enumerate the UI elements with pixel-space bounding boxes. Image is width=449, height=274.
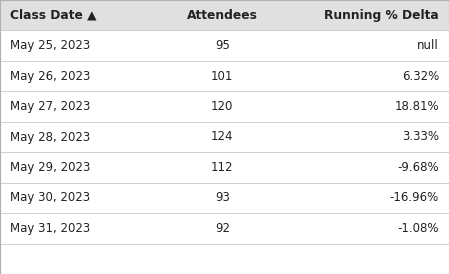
Bar [0,183,449,213]
Text: May 31, 2023: May 31, 2023 [10,222,90,235]
Bar [0,61,449,91]
Text: 112: 112 [211,161,233,174]
Text: 101: 101 [211,70,233,83]
Text: Class Date ▲: Class Date ▲ [10,9,97,22]
Text: 120: 120 [211,100,233,113]
Bar [0,122,449,152]
Bar [0,213,449,244]
Text: -9.68%: -9.68% [397,161,439,174]
Text: -16.96%: -16.96% [390,191,439,204]
Text: 93: 93 [215,191,230,204]
Bar [0,91,449,122]
Bar [0,30,449,61]
Text: 18.81%: 18.81% [395,100,439,113]
Text: -1.08%: -1.08% [398,222,439,235]
Text: 6.32%: 6.32% [402,70,439,83]
Text: 3.33%: 3.33% [402,130,439,144]
Text: May 30, 2023: May 30, 2023 [10,191,90,204]
Text: May 29, 2023: May 29, 2023 [10,161,90,174]
Text: Attendees: Attendees [187,9,258,22]
Text: May 27, 2023: May 27, 2023 [10,100,90,113]
Bar [0,152,449,183]
Text: 124: 124 [211,130,233,144]
Text: May 28, 2023: May 28, 2023 [10,130,90,144]
Text: May 26, 2023: May 26, 2023 [10,70,90,83]
Text: 92: 92 [215,222,230,235]
Bar [0,244,449,274]
Text: 95: 95 [215,39,230,52]
Text: Running % Delta: Running % Delta [324,9,439,22]
Bar [0,0,449,30]
Text: May 25, 2023: May 25, 2023 [10,39,90,52]
Text: null: null [418,39,439,52]
